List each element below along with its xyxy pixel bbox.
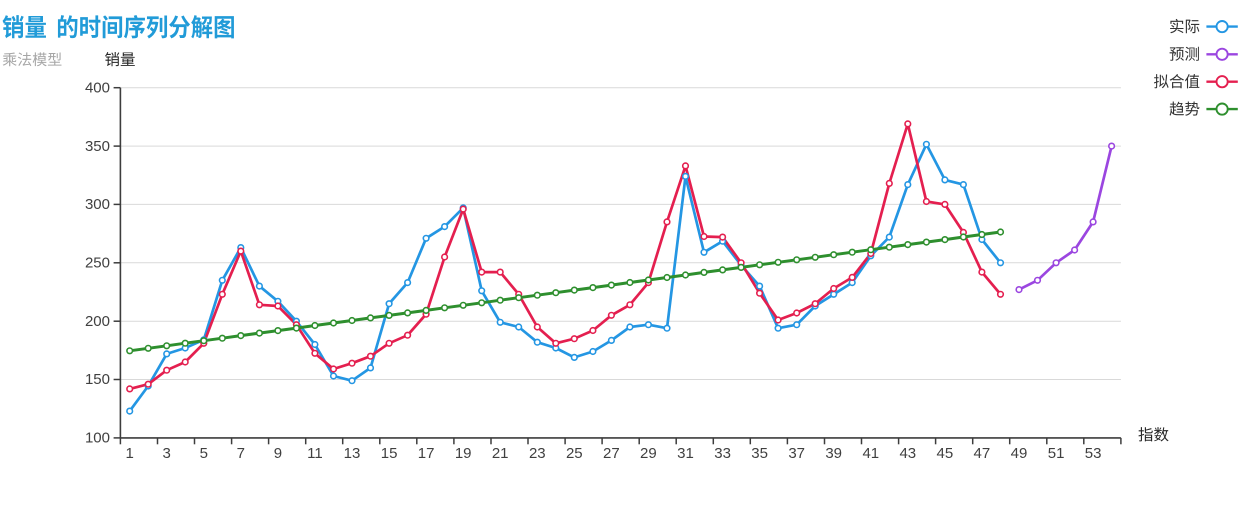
svg-text:200: 200	[85, 313, 110, 330]
svg-text:41: 41	[862, 445, 879, 462]
svg-text:29: 29	[640, 445, 657, 462]
svg-text:7: 7	[237, 445, 245, 462]
svg-text:49: 49	[1011, 445, 1028, 462]
svg-text:150: 150	[85, 371, 110, 388]
svg-text:25: 25	[566, 445, 583, 462]
svg-text:400: 400	[85, 79, 110, 96]
svg-text:3: 3	[163, 445, 171, 462]
svg-text:1: 1	[126, 445, 134, 462]
svg-text:33: 33	[714, 445, 731, 462]
svg-text:15: 15	[381, 445, 398, 462]
svg-text:350: 350	[85, 138, 110, 155]
svg-text:39: 39	[825, 445, 842, 462]
svg-text:35: 35	[751, 445, 768, 462]
svg-text:250: 250	[85, 255, 110, 272]
svg-text:21: 21	[492, 445, 509, 462]
svg-text:47: 47	[974, 445, 991, 462]
svg-text:53: 53	[1085, 445, 1102, 462]
svg-text:5: 5	[200, 445, 208, 462]
svg-text:17: 17	[418, 445, 435, 462]
svg-text:27: 27	[603, 445, 620, 462]
svg-text:43: 43	[899, 445, 916, 462]
svg-text:100: 100	[85, 430, 110, 447]
svg-text:51: 51	[1048, 445, 1065, 462]
svg-text:37: 37	[788, 445, 805, 462]
svg-text:300: 300	[85, 196, 110, 213]
svg-text:23: 23	[529, 445, 546, 462]
svg-text:19: 19	[455, 445, 472, 462]
svg-text:9: 9	[274, 445, 282, 462]
svg-text:31: 31	[677, 445, 694, 462]
svg-text:13: 13	[344, 445, 361, 462]
svg-text:11: 11	[307, 445, 323, 462]
svg-text:45: 45	[937, 445, 954, 462]
